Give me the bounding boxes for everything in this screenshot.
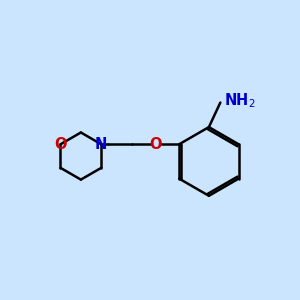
- Text: O: O: [54, 137, 67, 152]
- Text: N: N: [95, 137, 107, 152]
- Text: O: O: [149, 137, 162, 152]
- Text: NH$_2$: NH$_2$: [224, 92, 256, 110]
